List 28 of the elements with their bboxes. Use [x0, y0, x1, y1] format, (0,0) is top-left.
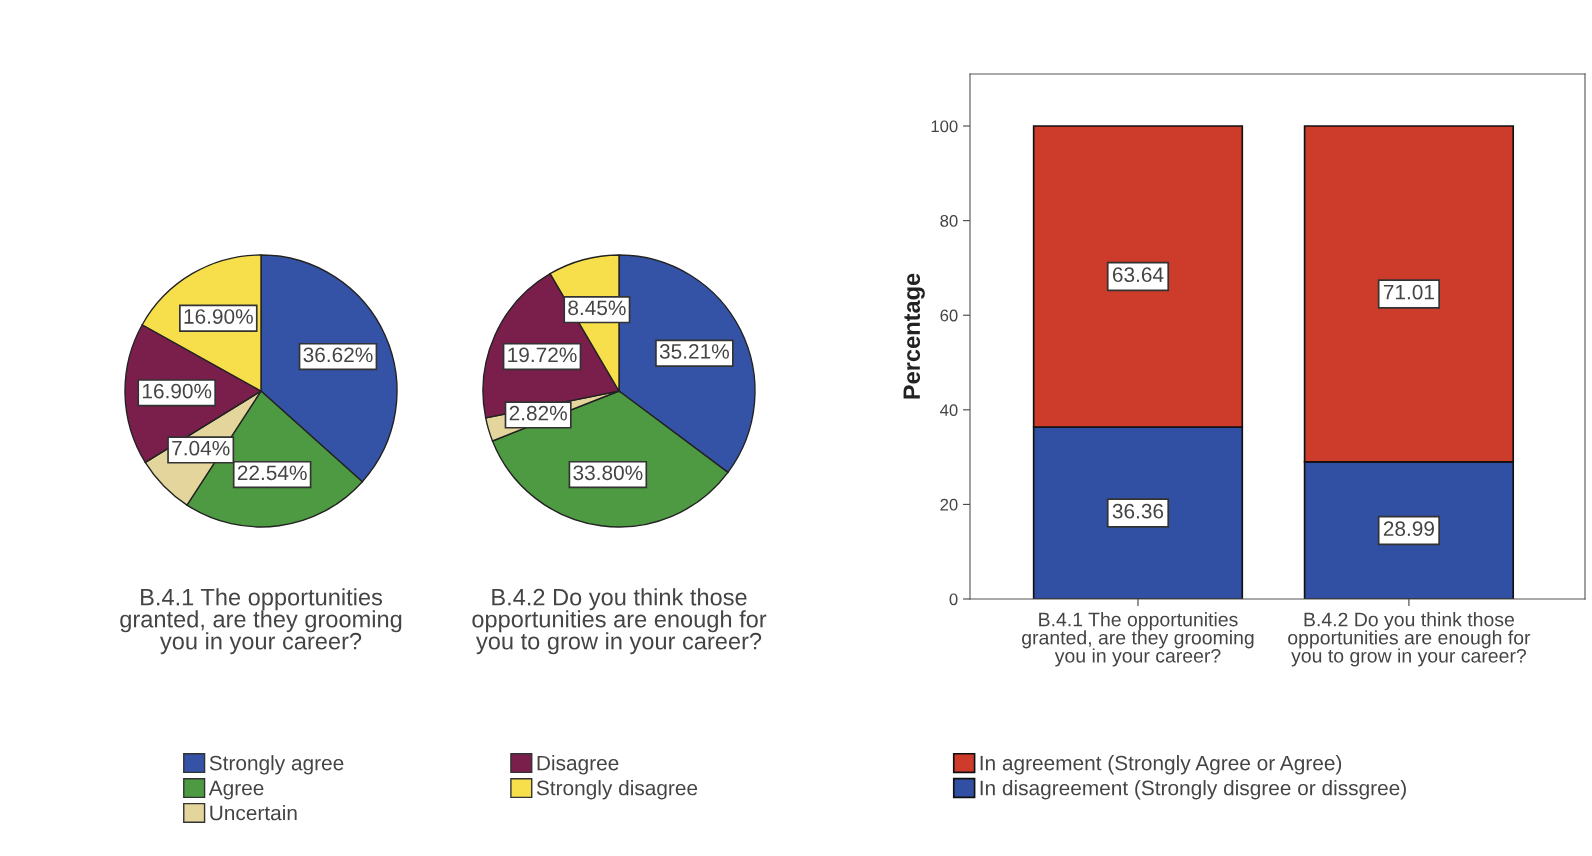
data-label: 16.90%: [184, 309, 253, 324]
data-label: 8.45%: [568, 300, 626, 316]
data-label: 28.99: [1383, 521, 1434, 537]
legend-label: In agreement (Strongly Agree or Agree): [980, 755, 1342, 775]
y-tick-label: 60: [940, 309, 958, 322]
y-tick-label: 20: [940, 498, 958, 511]
data-label: 35.21%: [659, 344, 729, 359]
legend-label: Agree: [208, 780, 264, 800]
data-label: 16.90%: [142, 383, 212, 399]
data-label: 2.82%: [509, 405, 567, 421]
y-tick-label: 80: [940, 215, 958, 227]
data-label: 7.04%: [172, 440, 230, 456]
legend-label: In disagreement (Strongly disgree or dissgree): [980, 780, 1406, 800]
data-label: 71.01: [1383, 284, 1434, 300]
y-tick-label: 0: [949, 593, 958, 606]
data-label: 63.64: [1112, 267, 1164, 283]
data-label: 33.80%: [573, 465, 643, 481]
data-label: 36.36: [1112, 503, 1164, 519]
legend-label: Disagree: [537, 755, 619, 775]
legend-label: Strongly agree: [209, 755, 344, 775]
y-tick-label: 40: [940, 404, 958, 417]
data-label: 22.54%: [237, 465, 307, 481]
data-label: 36.62%: [303, 347, 373, 363]
data-label: 19.72%: [508, 347, 577, 363]
y-axis-title: Percentage: [903, 273, 925, 399]
legend-label: Uncertain: [210, 805, 297, 821]
y-tick-label: 100: [931, 120, 958, 133]
legend-label: Strongly disagree: [536, 780, 698, 800]
